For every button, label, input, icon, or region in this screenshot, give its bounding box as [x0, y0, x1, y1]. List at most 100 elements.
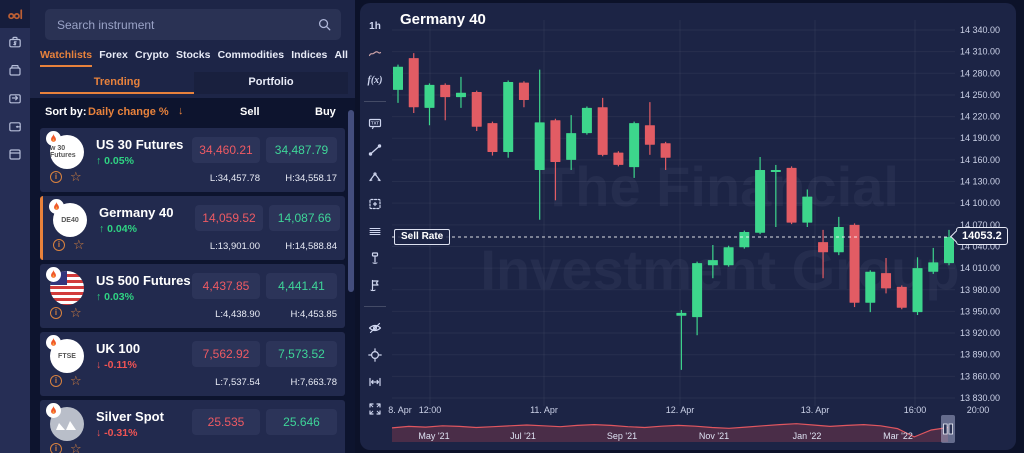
buy-button[interactable]: 14,087.66: [269, 205, 340, 231]
watchlist-scrollbar[interactable]: [348, 110, 354, 292]
current-price-tag: 14053.2: [956, 226, 1008, 245]
timeframe-button[interactable]: 1h: [369, 20, 381, 32]
candle: [707, 260, 718, 266]
sell-button[interactable]: 14,059.52: [195, 205, 263, 231]
candle: [755, 169, 766, 233]
trending-flame-icon: [46, 131, 61, 146]
instrument-row[interactable]: DE40 Germany 40 ↑ 0.04% 14,059.52 14,087.66 L…: [40, 196, 345, 260]
favorite-star-icon[interactable]: ☆: [70, 373, 82, 388]
tab-stocks[interactable]: Stocks: [175, 49, 211, 61]
candlestick-chart[interactable]: 14 340.00 14 310.00 14 280.00 14 250.00 14 2…: [360, 3, 1016, 450]
candle: [833, 226, 844, 253]
y-axis-tick: 14 190.00: [960, 133, 1000, 143]
tab-crypto[interactable]: Crypto: [135, 49, 169, 61]
svg-text:TXT: TXT: [371, 121, 379, 126]
chart-toolbar: 1h f(x) TXT: [360, 3, 390, 450]
horizontal-measure-icon[interactable]: [362, 371, 388, 393]
navigator-slider[interactable]: [941, 415, 955, 443]
candle: [518, 82, 529, 100]
info-icon[interactable]: i: [50, 306, 62, 319]
sell-button[interactable]: 25.535: [192, 409, 260, 435]
info-icon[interactable]: i: [50, 170, 62, 183]
day-high: H:4,453.85: [290, 309, 337, 320]
trending-flame-icon: [49, 199, 64, 214]
buy-button[interactable]: 25.646: [266, 409, 337, 435]
trending-flame-icon: [46, 335, 61, 350]
candle: [928, 262, 939, 272]
search-icon[interactable]: [317, 17, 332, 32]
fullscreen-icon[interactable]: [362, 398, 388, 420]
candle: [503, 81, 514, 152]
candle: [629, 123, 640, 168]
favorite-star-icon[interactable]: ☆: [70, 169, 82, 184]
crosshair-icon[interactable]: [362, 344, 388, 366]
sort-direction-icon[interactable]: ↓: [178, 105, 184, 117]
flag-tool-icon[interactable]: [362, 274, 388, 296]
instrument-row[interactable]: US 500 Futures ↑ 0.03% 4,437.85 4,441.41 L:4…: [40, 264, 345, 328]
day-low: L:4,438.90: [215, 309, 260, 320]
rail-briefcase-dollar-icon[interactable]: [0, 28, 30, 56]
sort-value[interactable]: Daily change %: [88, 106, 169, 118]
rail-wallet-transfer-icon[interactable]: [0, 84, 30, 112]
candle: [550, 120, 561, 163]
favorite-star-icon[interactable]: ☆: [73, 237, 85, 252]
day-low: L:13,901.00: [209, 241, 260, 252]
chart-panel: 1h f(x) TXT Germany 40 The Financial Inves…: [360, 3, 1016, 450]
rail-window-icon[interactable]: [0, 140, 30, 168]
sell-button[interactable]: 4,437.85: [192, 273, 260, 299]
tab-watchlists[interactable]: Watchlists: [40, 49, 93, 67]
info-icon[interactable]: i: [50, 442, 62, 453]
tab-portfolio[interactable]: Portfolio: [194, 72, 348, 94]
y-axis-tick: 14 100.00: [960, 198, 1000, 208]
pitchfork-tool-icon[interactable]: [362, 166, 388, 188]
info-icon[interactable]: i: [50, 374, 62, 387]
sell-button[interactable]: 34,460.21: [192, 137, 260, 163]
tab-all[interactable]: All: [334, 49, 348, 61]
selection-tool-icon[interactable]: [362, 193, 388, 215]
y-axis-tick: 14 040.00: [960, 241, 1000, 251]
day-high: H:7,663.78: [290, 377, 337, 388]
trending-flame-icon: [46, 267, 61, 282]
navigator-line: [391, 423, 949, 438]
y-axis-tick: 14 220.00: [960, 112, 1000, 122]
x-axis-tick: 8. Apr: [388, 405, 412, 415]
favorite-star-icon[interactable]: ☆: [70, 305, 82, 320]
sub-tabs: Trending Portfolio: [40, 72, 348, 94]
instrument-row[interactable]: Silver Spot ↓ -0.31% 25.535 25.646 i ☆: [40, 400, 345, 453]
trending-flame-icon: [46, 403, 61, 418]
instrument-row[interactable]: FTSE UK 100 ↓ -0.11% 7,562.92 7,573.52 L:7,53…: [40, 332, 345, 396]
y-axis-tick: 14 130.00: [960, 177, 1000, 187]
grid-tool-icon[interactable]: [362, 220, 388, 242]
chart-instrument-title: Germany 40: [400, 11, 486, 28]
tab-forex[interactable]: Forex: [99, 49, 128, 61]
rail-logo-barchart-icon[interactable]: [0, 0, 30, 28]
instrument-row[interactable]: w 30 Futures US 30 Futures ↑ 0.05% 34,460.2…: [40, 128, 345, 192]
candle: [944, 236, 954, 264]
daily-change: ↑ 0.05%: [96, 155, 134, 167]
candle: [566, 133, 577, 160]
candle: [408, 58, 419, 108]
daily-change: ↓ -0.11%: [96, 359, 137, 371]
rail-briefcase-icon[interactable]: [0, 56, 30, 84]
search-box[interactable]: [45, 9, 341, 40]
measure-pin-icon[interactable]: [362, 247, 388, 269]
hide-drawings-icon[interactable]: [362, 317, 388, 339]
tab-indices[interactable]: Indices: [291, 49, 328, 61]
buy-button[interactable]: 4,441.41: [266, 273, 337, 299]
x-axis-tick: 12. Apr: [666, 405, 695, 415]
info-icon[interactable]: i: [53, 238, 65, 251]
favorite-star-icon[interactable]: ☆: [70, 441, 82, 453]
chart-style-icon[interactable]: [362, 42, 388, 64]
tab-commodities[interactable]: Commodities: [217, 49, 285, 61]
buy-button[interactable]: 34,487.79: [266, 137, 337, 163]
text-tool-icon[interactable]: TXT: [362, 112, 388, 134]
buy-button[interactable]: 7,573.52: [266, 341, 337, 367]
rail-wallet-icon[interactable]: [0, 112, 30, 140]
candle: [534, 122, 545, 170]
tab-trending[interactable]: Trending: [40, 72, 194, 94]
sell-button[interactable]: 7,562.92: [192, 341, 260, 367]
indicators-button[interactable]: f(x): [367, 74, 383, 86]
candle: [723, 247, 734, 266]
trendline-tool-icon[interactable]: [362, 139, 388, 161]
search-input[interactable]: [45, 17, 317, 32]
